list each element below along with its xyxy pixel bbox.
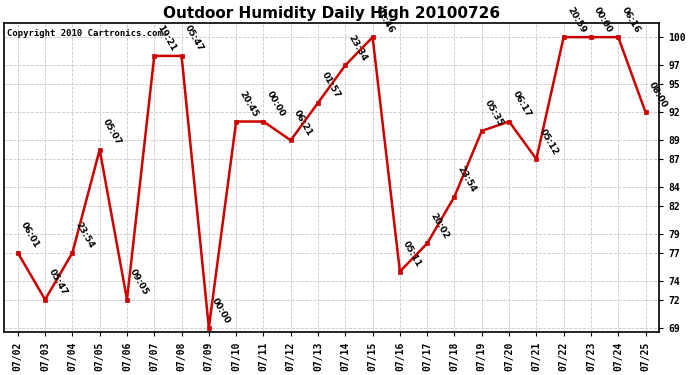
Text: 06:01: 06:01 [19,221,41,250]
Text: Copyright 2010 Cartronics.com: Copyright 2010 Cartronics.com [8,29,164,38]
Text: 00:00: 00:00 [265,90,286,119]
Text: 20:45: 20:45 [237,90,259,119]
Text: 05:35: 05:35 [483,99,505,128]
Text: 05:47: 05:47 [46,267,69,297]
Text: 20:59: 20:59 [565,5,587,34]
Text: 06:17: 06:17 [511,90,533,119]
Text: 00:00: 00:00 [210,296,232,325]
Text: 20:02: 20:02 [428,211,451,241]
Text: 05:11: 05:11 [402,240,424,269]
Text: 23:54: 23:54 [456,164,478,194]
Text: 05:07: 05:07 [101,118,123,147]
Text: 05:47: 05:47 [183,24,205,53]
Text: 05:12: 05:12 [538,127,560,156]
Text: 23:34: 23:34 [346,33,369,63]
Text: 08:00: 08:00 [647,80,669,110]
Text: 06:16: 06:16 [620,5,642,34]
Title: Outdoor Humidity Daily High 20100726: Outdoor Humidity Daily High 20100726 [163,6,500,21]
Text: 00:00: 00:00 [592,6,614,34]
Text: 19:21: 19:21 [156,24,178,53]
Text: 06:21: 06:21 [292,108,314,138]
Text: 01:46: 01:46 [374,5,396,34]
Text: 23:54: 23:54 [74,220,96,250]
Text: 01:57: 01:57 [319,71,342,100]
Text: 09:05: 09:05 [128,268,150,297]
